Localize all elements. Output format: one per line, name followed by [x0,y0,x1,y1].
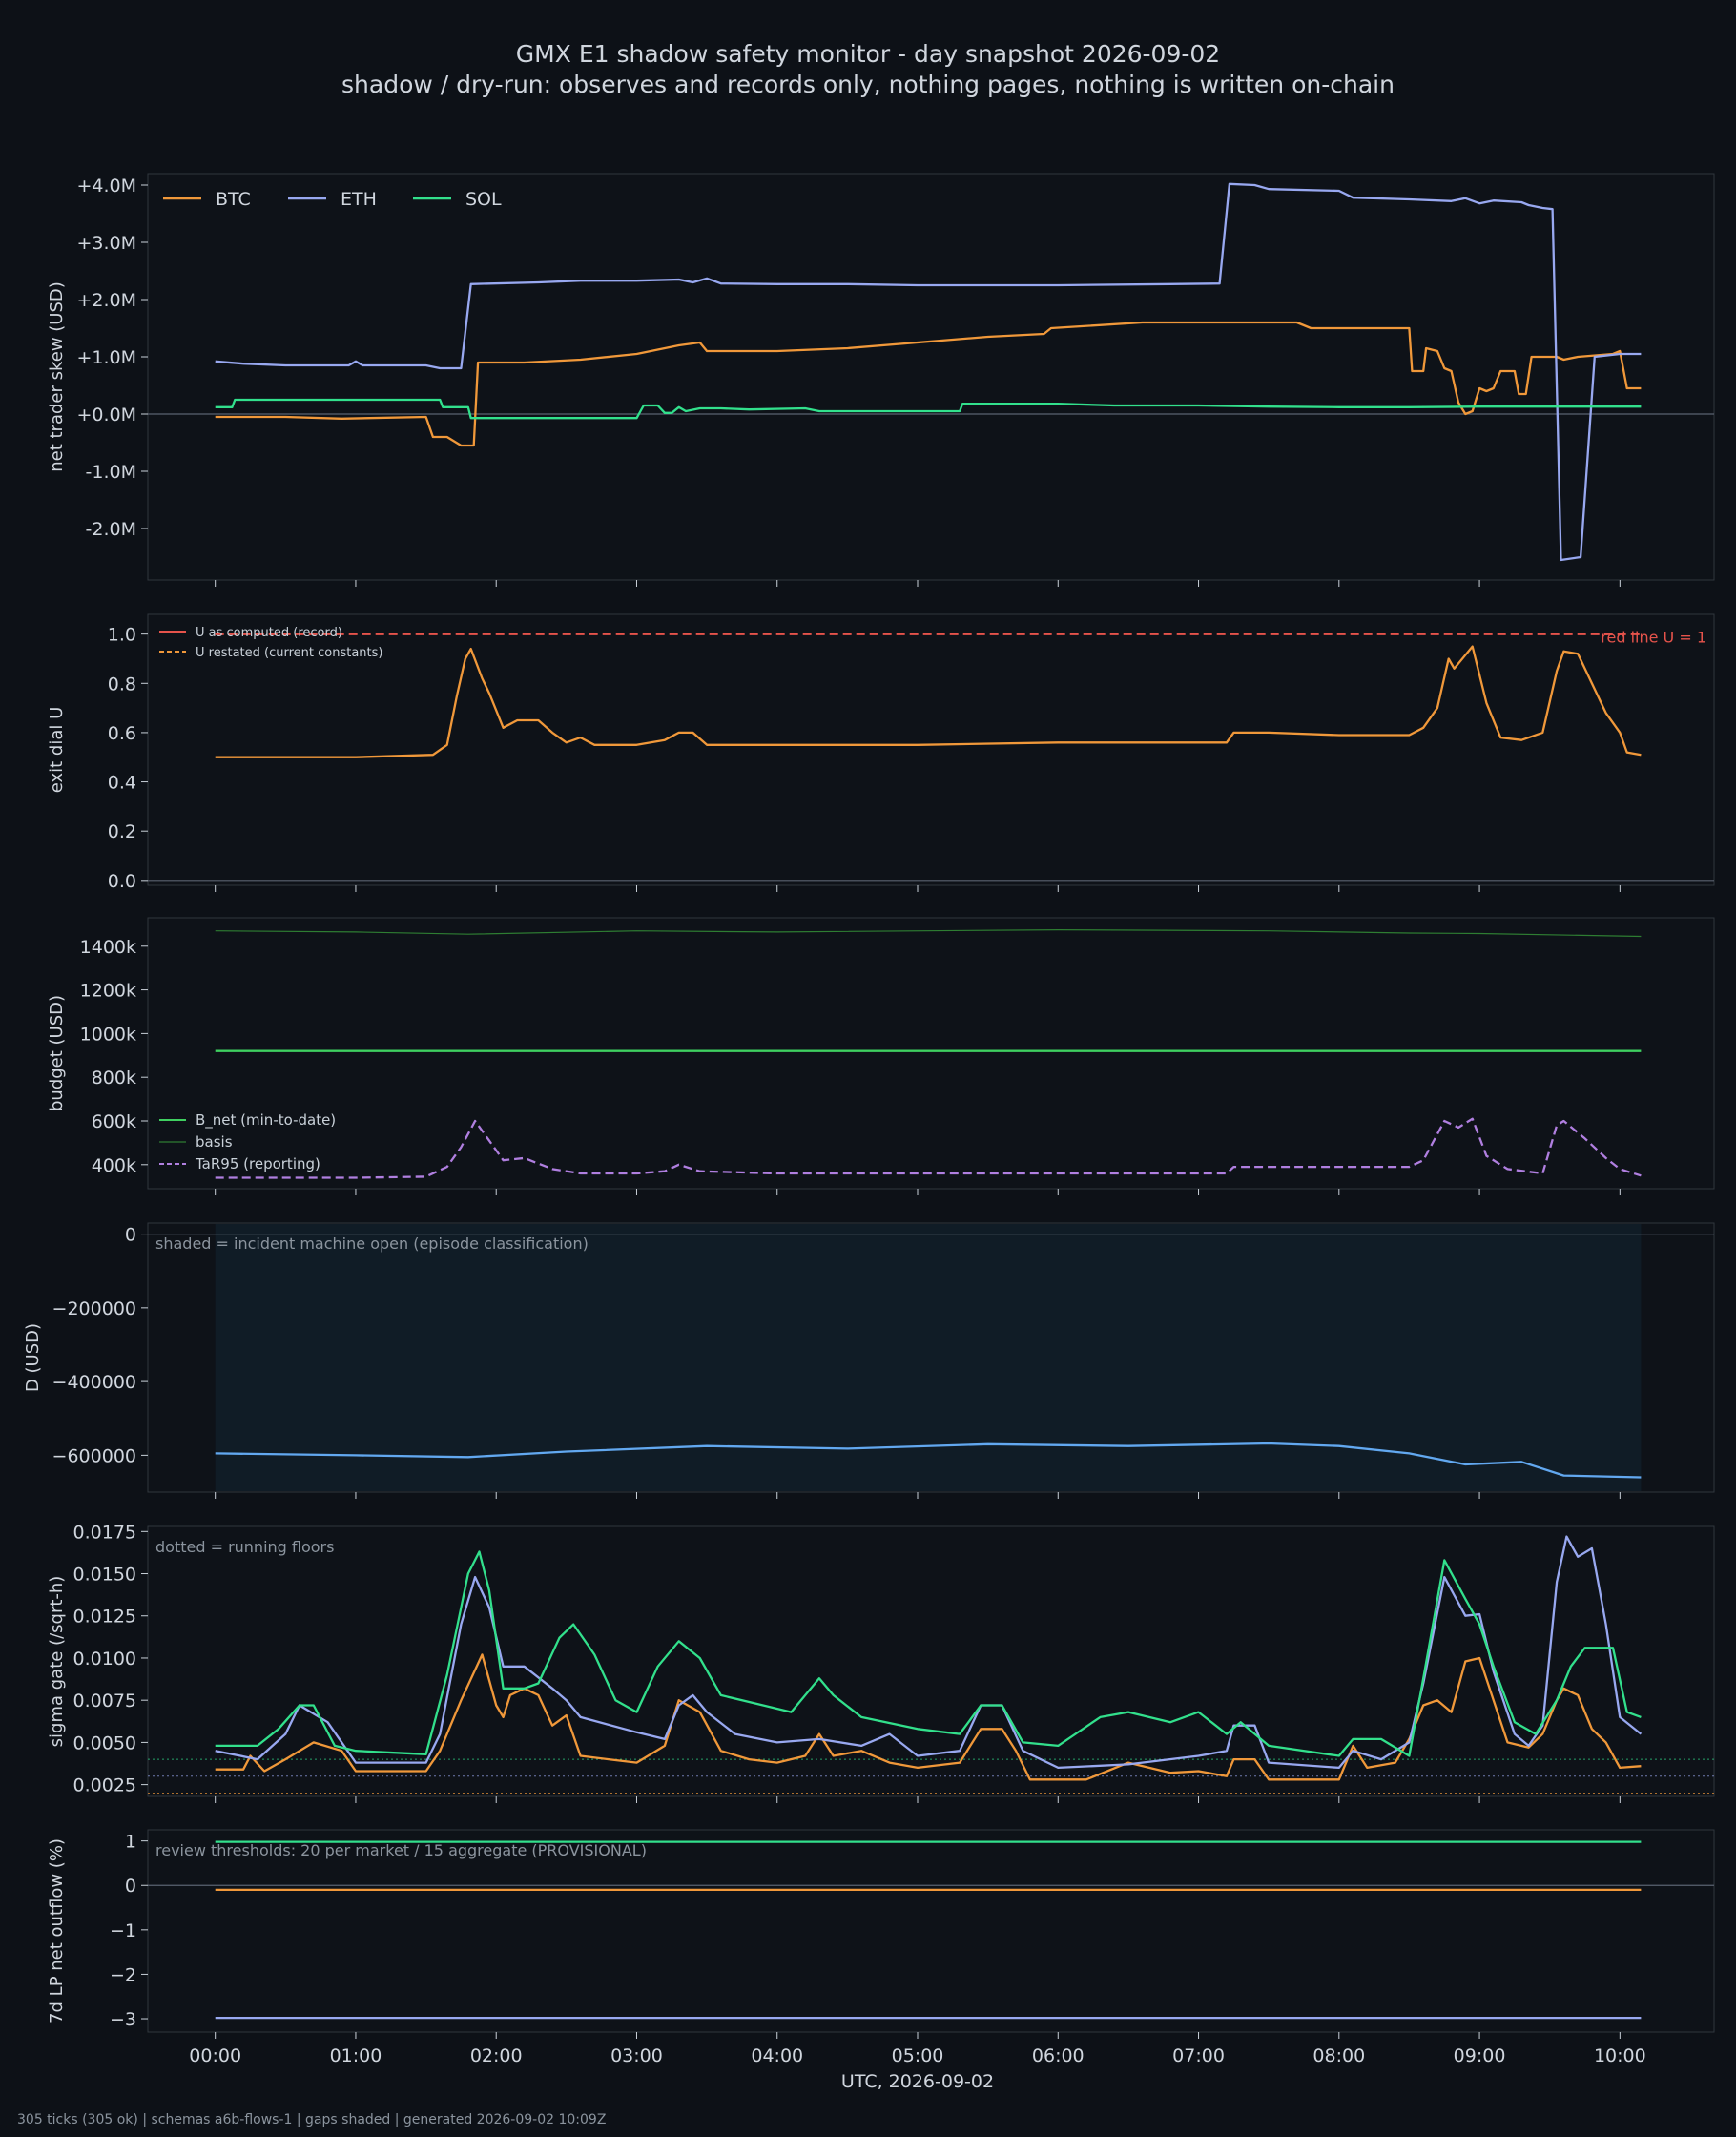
series-line [215,1442,1642,1479]
panel-frame [147,1829,1715,2033]
x-tick-label: 06:00 [1032,2045,1085,2066]
y-tick-label: −600000 [52,1445,136,1466]
y-tick-label: 400k [92,1155,136,1176]
y-tick-label: -1.0M [86,462,136,483]
panel-2: 0.0 0.2 0.4 0.6 0.8 1.0 exit dial U red line U … [47,613,1715,892]
footer-status: 305 ticks (305 ok) | schemas a6b-flows-1… [17,2112,607,2127]
y-tick-label: 0.0075 [73,1691,136,1712]
series-line [215,398,1642,420]
x-tick-label: 10:00 [1594,2045,1646,2066]
y-tick-label: −400000 [52,1372,136,1393]
y-tick-label: 800k [92,1068,136,1089]
panel-5: 0.0025 0.0050 0.0075 0.0100 0.0125 0.0150 0.01… [47,1522,1715,1803]
y-tick-label: −1 [110,1920,136,1941]
chart-title: GMX E1 shadow safety monitor - day snaps… [515,40,1221,68]
y-tick-label: -2.0M [86,519,136,540]
y-tick-label: 1400k [80,937,136,958]
y-tick-label: 0.2 [108,821,136,842]
x-tick-label: 03:00 [610,2045,663,2066]
series-line [215,645,1642,758]
series-line [215,182,1642,562]
y-axis-label: sigma gate (/sqrt-h) [47,1576,67,1748]
x-tick-label: 07:00 [1172,2045,1225,2066]
y-axis-label: exit dial U [47,707,67,794]
panel-frame [147,1525,1715,1797]
legend-label: BTC [216,189,251,210]
panel-6: −3 −2 −1 0 1 7d LP net outflow (%) review thre… [47,1829,1715,2039]
y-tick-label: −3 [110,2009,136,2030]
y-tick-label: 1 [125,1832,136,1853]
annotation-text: dotted = running floors [155,1538,334,1556]
y-tick-label: +1.0M [76,347,136,368]
x-tick-label: 02:00 [470,2045,523,2066]
y-tick-label: 0.0050 [73,1732,136,1753]
y-tick-label: 600k [92,1111,136,1132]
x-tick-label: 01:00 [330,2045,382,2066]
panel-4: −600000 −400000 −200000 0 D (USD) shaded = in… [23,1222,1715,1499]
annotation-text: review thresholds: 20 per market / 15 ag… [155,1841,647,1859]
y-axis-label: net trader skew (USD) [47,281,67,472]
panel-frame [147,613,1715,886]
incident-shade [215,1224,1642,1491]
x-axis-label: UTC, 2026-09-02 [841,2071,994,2092]
panel-frame [147,173,1715,581]
y-tick-label: +3.0M [76,233,136,254]
legend-label: B_net (min-to-date) [196,1111,336,1130]
y-tick-label: 1000k [80,1024,136,1045]
y-tick-label: 0.4 [108,773,136,794]
y-tick-label: 1200k [80,981,136,1002]
panel-3: 400k 600k 800k 1000k 1200k 1400k budget (USD) B… [47,917,1715,1195]
panel-1: -2.0M -1.0M +0.0M +1.0M +2.0M +3.0M +4.0M net t… [47,173,1715,587]
series-line [215,929,1642,938]
legend-label: SOL [465,189,502,210]
chart-subtitle: shadow / dry-run: observes and records o… [341,71,1395,98]
legend-label: ETH [341,189,377,210]
y-tick-label: 0.0150 [73,1565,136,1586]
annotation-text: red line U = 1 [1601,629,1706,647]
y-tick-label: 1.0 [108,625,136,646]
y-tick-label: 0.0125 [73,1607,136,1628]
y-tick-label: 0.0 [108,871,136,892]
y-tick-label: 0.0175 [73,1522,136,1543]
y-tick-label: −200000 [52,1298,136,1319]
annotation-text: shaded = incident machine open (episode … [155,1234,589,1253]
series-line [215,1550,1642,1757]
panel-frame [147,917,1715,1190]
series-line [215,1653,1642,1781]
y-tick-label: 0.8 [108,674,136,695]
y-tick-label: 0.0025 [73,1775,136,1796]
x-tick-label: 08:00 [1312,2045,1365,2066]
x-tick-label: 00:00 [189,2045,241,2066]
legend-label: TaR95 (reporting) [195,1155,320,1172]
y-tick-label: −2 [110,1964,136,1985]
y-tick-label: 0 [125,1225,136,1246]
y-tick-label: 0.6 [108,723,136,744]
y-tick-label: +4.0M [76,176,136,197]
legend-label: U restated (current constants) [196,646,382,660]
y-tick-label: 0.0100 [73,1649,136,1670]
series-line [215,321,1642,447]
y-tick-label: +0.0M [76,405,136,425]
x-tick-label: 04:00 [751,2045,803,2066]
x-tick-label: 09:00 [1454,2045,1506,2066]
legend-label: basis [196,1133,233,1151]
y-tick-label: 0 [125,1876,136,1897]
y-tick-label: +2.0M [76,290,136,311]
y-axis-label: budget (USD) [47,995,67,1111]
y-axis-label: D (USD) [23,1323,43,1392]
y-axis-label: 7d LP net outflow (%) [47,1838,67,2023]
series-line [215,1117,1642,1179]
legend-label: U as computed (record) [196,626,342,640]
x-tick-label: 05:00 [892,2045,944,2066]
